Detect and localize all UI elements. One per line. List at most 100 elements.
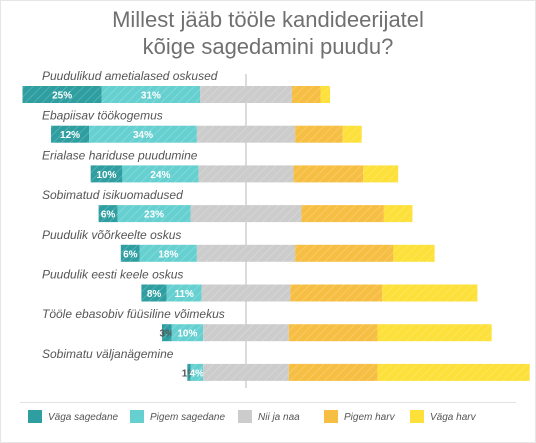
bar-segment-hatch bbox=[301, 205, 384, 223]
category-label: Sobimatud isikuomadused bbox=[42, 188, 183, 202]
bar-segment-hatch bbox=[171, 324, 204, 342]
bar-segment-pigem-harv bbox=[288, 363, 378, 381]
bar-segment-nii-ja-naa bbox=[203, 324, 289, 342]
legend-swatch-nii-ja-naa bbox=[238, 410, 252, 423]
category-label: Puudulik eesti keele oskus bbox=[42, 268, 183, 282]
bar-segment-pigem-harv bbox=[288, 324, 378, 342]
bar-segment-vaga-sagedane: 8% bbox=[141, 284, 167, 302]
legend-label-vaga-sagedane: Väga sagedane bbox=[48, 412, 119, 424]
bar-segment-hatch bbox=[393, 244, 435, 262]
value-label-pigem-sagedane: 11% bbox=[174, 289, 194, 300]
bar-segment-hatch bbox=[98, 205, 118, 223]
bar-segment-pigem-harv bbox=[301, 205, 384, 223]
legend-label-nii-ja-naa: Nii ja naa bbox=[258, 412, 300, 424]
bar-segment-hatch bbox=[288, 363, 378, 381]
bar-segment-vaga-sagedane: 25% bbox=[22, 86, 102, 103]
bar-segment-vaga-sagedane: 12% bbox=[51, 125, 90, 143]
value-label-pigem-sagedane: 23% bbox=[144, 210, 164, 221]
category-label: Sobimatu väljanägemine bbox=[42, 347, 174, 361]
category-label: Ebapiisav töökogemus bbox=[42, 109, 163, 123]
bar-segment-vaga-sagedane: 3% bbox=[160, 324, 175, 342]
bar-segment-hatch bbox=[203, 324, 289, 342]
bar-segment-pigem-sagedane: 23% bbox=[117, 205, 191, 223]
bar-segment-hatch bbox=[22, 86, 102, 103]
value-label-vaga-sagedane: 10% bbox=[97, 170, 117, 181]
bar-segment-pigem-sagedane: 11% bbox=[166, 284, 202, 302]
bar-segment-hatch bbox=[187, 363, 191, 381]
bar-segment-vaga-sagedane: 1% bbox=[182, 363, 196, 381]
bar-segment-pigem-sagedane: 4% bbox=[190, 363, 204, 381]
bar-segment-hatch bbox=[377, 324, 492, 342]
bar-segment-hatch bbox=[190, 205, 302, 223]
bar-segment-vaga-harv bbox=[383, 205, 413, 223]
bar-segment-hatch bbox=[198, 165, 294, 183]
bar-segment-hatch bbox=[196, 125, 296, 143]
bar-segment-hatch bbox=[122, 165, 199, 183]
value-label-vaga-sagedane: 25% bbox=[52, 91, 72, 102]
chart-title-line-2: kõige sagedamini puudu? bbox=[142, 34, 394, 59]
value-label-vaga-sagedane: 3% bbox=[160, 329, 175, 340]
legend-label-pigem-sagedane: Pigem sagedane bbox=[150, 412, 226, 424]
bar-segment-hatch bbox=[141, 284, 167, 302]
legend-item-pigem-sagedane: Pigem sagedane bbox=[130, 410, 226, 425]
legend-item-vaga-harv: Väga harv bbox=[410, 410, 476, 425]
category-label: Tööle ebasobiv füüsiline võimekus bbox=[42, 307, 225, 321]
bar-segment-hatch bbox=[190, 363, 204, 381]
bar-segment-hatch bbox=[342, 125, 362, 143]
legend-item-pigem-harv: Pigem harv bbox=[324, 410, 395, 425]
bar-segment-hatch bbox=[291, 86, 321, 103]
bar-segment-nii-ja-naa bbox=[201, 284, 291, 302]
legend-item-nii-ja-naa: Nii ja naa bbox=[238, 410, 300, 425]
bar-segment-hatch bbox=[363, 165, 399, 183]
bar-segment-vaga-harv bbox=[363, 165, 399, 183]
bar-segment-pigem-harv bbox=[295, 244, 394, 262]
bar-segment-pigem-harv bbox=[290, 284, 383, 302]
bar-segment-vaga-harv bbox=[342, 125, 362, 143]
category-label: Puudulik võõrkeelte oskus bbox=[42, 228, 181, 242]
bar-segment-hatch bbox=[166, 284, 202, 302]
bar-segment-pigem-sagedane: 34% bbox=[89, 125, 197, 143]
bar-segment-hatch bbox=[139, 244, 197, 262]
bar-segment-vaga-sagedane: 10% bbox=[90, 165, 123, 183]
bar-segment-hatch bbox=[51, 125, 90, 143]
bar-segment-vaga-harv bbox=[382, 284, 478, 302]
bar-segment-pigem-harv bbox=[293, 165, 364, 183]
bar-segment-pigem-sagedane: 31% bbox=[101, 86, 201, 103]
diverging-bar-chart: 25% 31%12% 34%10% 24%6% 23%6% 18%8% 11%3% 10%1%… bbox=[22, 69, 530, 388]
bar-segment-hatch bbox=[290, 284, 383, 302]
bar-segment-hatch bbox=[320, 86, 331, 103]
bar-segment-pigem-harv bbox=[291, 86, 321, 103]
bar-segment-hatch bbox=[295, 125, 343, 143]
category-labels-layer: Puudulikud ametialased oskused Ebapiisav … bbox=[42, 69, 225, 361]
chart-title: Millest jääb tööle kandideerijatel kõige… bbox=[0, 6, 536, 60]
bar-segment-hatch bbox=[377, 363, 530, 381]
bar-segment-hatch bbox=[161, 324, 172, 342]
bar-segment-nii-ja-naa bbox=[196, 244, 296, 262]
bar-segment-hatch bbox=[200, 86, 292, 103]
bar-segment-pigem-sagedane: 10% bbox=[171, 324, 204, 342]
bar-segment-hatch bbox=[120, 244, 140, 262]
bar-segment-pigem-sagedane: 24% bbox=[122, 165, 199, 183]
bar-segment-vaga-harv bbox=[377, 324, 492, 342]
bar-segment-hatch bbox=[203, 363, 289, 381]
legend: Väga sagedane Pigem sagedane Nii ja naa … bbox=[20, 402, 516, 429]
chart-title-line-1: Millest jääb tööle kandideerijatel bbox=[112, 7, 424, 32]
bar-segment-nii-ja-naa bbox=[203, 363, 289, 381]
bar-segment-vaga-sagedane: 6% bbox=[120, 244, 140, 262]
bar-segment-hatch bbox=[196, 244, 296, 262]
bar-segment-vaga-harv bbox=[377, 363, 530, 381]
bar-segment-hatch bbox=[117, 205, 191, 223]
bar-segment-nii-ja-naa bbox=[190, 205, 302, 223]
legend-swatch-vaga-harv bbox=[410, 410, 424, 423]
value-label-vaga-sagedane: 8% bbox=[147, 289, 162, 300]
bar-segment-hatch bbox=[383, 205, 413, 223]
value-label-pigem-sagedane: 10% bbox=[177, 329, 197, 340]
value-label-vaga-sagedane: 12% bbox=[60, 130, 80, 141]
bar-segment-hatch bbox=[295, 244, 394, 262]
category-label: Erialase hariduse puudumine bbox=[42, 148, 198, 162]
value-label-vaga-sagedane: 6% bbox=[123, 249, 138, 260]
bar-segment-nii-ja-naa bbox=[196, 125, 296, 143]
legend-label-vaga-harv: Väga harv bbox=[430, 412, 476, 424]
bar-segment-vaga-harv bbox=[393, 244, 435, 262]
legend-swatch-vaga-sagedane bbox=[28, 410, 42, 423]
